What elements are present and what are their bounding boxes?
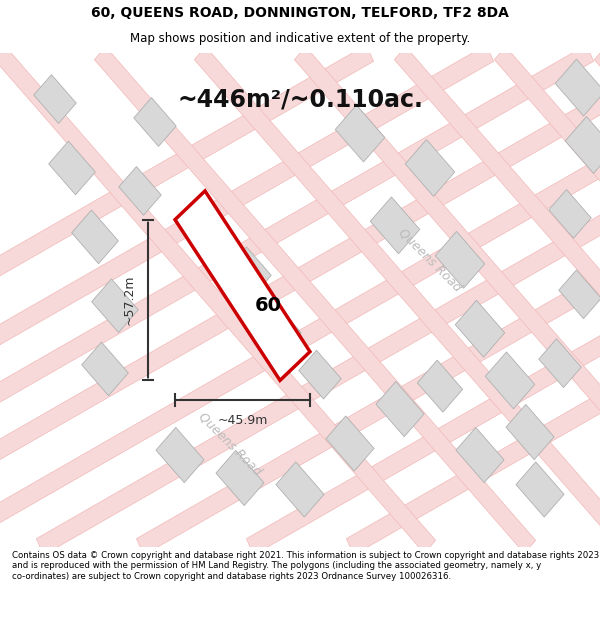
Polygon shape	[0, 47, 436, 553]
Polygon shape	[247, 45, 600, 555]
Text: ~446m²/~0.110ac.: ~446m²/~0.110ac.	[177, 87, 423, 111]
Polygon shape	[555, 59, 600, 116]
Polygon shape	[216, 451, 264, 506]
Polygon shape	[0, 45, 600, 555]
Text: 60: 60	[254, 296, 281, 315]
Polygon shape	[92, 279, 139, 332]
Polygon shape	[326, 416, 374, 471]
Polygon shape	[559, 270, 600, 319]
Polygon shape	[549, 189, 591, 238]
Polygon shape	[394, 47, 600, 553]
Text: 60, QUEENS ROAD, DONNINGTON, TELFORD, TF2 8DA: 60, QUEENS ROAD, DONNINGTON, TELFORD, TF…	[91, 6, 509, 20]
Polygon shape	[259, 304, 301, 353]
Polygon shape	[136, 45, 600, 555]
Polygon shape	[565, 117, 600, 173]
Polygon shape	[335, 105, 385, 162]
Text: Contains OS data © Crown copyright and database right 2021. This information is : Contains OS data © Crown copyright and d…	[12, 551, 599, 581]
Polygon shape	[276, 462, 324, 517]
Polygon shape	[37, 45, 600, 555]
Text: ~57.2m: ~57.2m	[123, 275, 136, 325]
Polygon shape	[295, 47, 600, 553]
Polygon shape	[194, 47, 600, 553]
Polygon shape	[94, 47, 536, 553]
Polygon shape	[0, 45, 600, 555]
Polygon shape	[539, 339, 581, 388]
Polygon shape	[494, 47, 600, 553]
Polygon shape	[34, 75, 76, 123]
Polygon shape	[418, 360, 463, 412]
Polygon shape	[82, 342, 128, 396]
Polygon shape	[485, 352, 535, 409]
Polygon shape	[0, 45, 374, 555]
Text: Map shows position and indicative extent of the property.: Map shows position and indicative extent…	[130, 32, 470, 45]
Polygon shape	[0, 45, 494, 555]
Polygon shape	[370, 197, 420, 254]
Polygon shape	[376, 381, 424, 437]
Polygon shape	[456, 428, 504, 483]
Polygon shape	[455, 300, 505, 357]
Polygon shape	[229, 247, 271, 296]
Polygon shape	[595, 47, 600, 553]
Polygon shape	[175, 191, 310, 381]
Polygon shape	[156, 428, 204, 483]
Polygon shape	[299, 350, 341, 399]
Polygon shape	[346, 45, 600, 555]
Polygon shape	[435, 231, 485, 288]
Polygon shape	[134, 98, 176, 146]
Text: ~45.9m: ~45.9m	[217, 414, 268, 427]
Polygon shape	[506, 404, 554, 459]
Text: Queens Road: Queens Road	[196, 409, 264, 478]
Polygon shape	[49, 141, 95, 195]
Polygon shape	[71, 210, 118, 264]
Polygon shape	[516, 462, 564, 517]
Polygon shape	[405, 139, 455, 196]
Text: Queens Road: Queens Road	[396, 226, 464, 294]
Polygon shape	[0, 45, 593, 555]
Polygon shape	[119, 166, 161, 215]
